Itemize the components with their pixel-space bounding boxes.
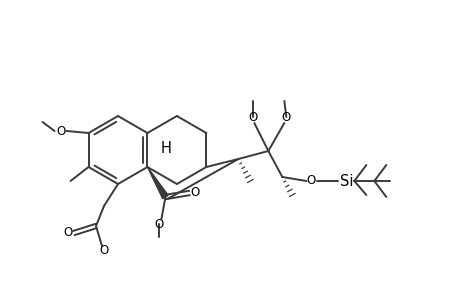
Text: Si: Si: [339, 173, 353, 188]
Text: O: O: [155, 218, 164, 230]
Text: O: O: [56, 124, 65, 137]
Text: O: O: [306, 175, 315, 188]
Text: O: O: [190, 187, 200, 200]
Text: O: O: [99, 244, 108, 257]
Text: O: O: [63, 226, 73, 239]
Polygon shape: [147, 167, 168, 199]
Text: O: O: [281, 110, 291, 124]
Text: H: H: [160, 140, 171, 155]
Text: O: O: [248, 110, 257, 124]
